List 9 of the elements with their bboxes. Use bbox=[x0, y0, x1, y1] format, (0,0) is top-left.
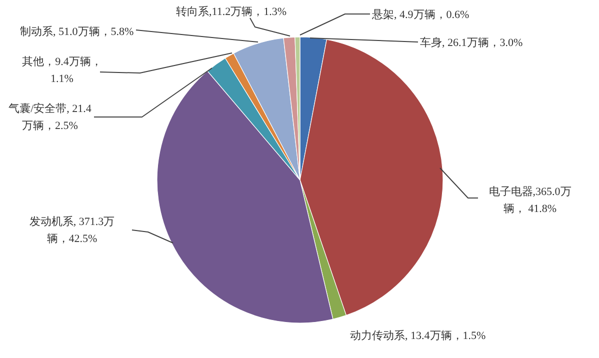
slice-label: 电子电器,365.0万辆， 41.8% bbox=[488, 185, 572, 215]
slice-label: 气囊/安全带, 21.4万辆，2.5% bbox=[8, 102, 92, 132]
slice-label: 悬架, 4.9万辆，0.6% bbox=[371, 8, 470, 21]
slice-label: 动力传动系, 13.4万辆，1.5% bbox=[350, 329, 486, 342]
slice-label: 发动机系, 371.3万辆，42.5% bbox=[29, 215, 115, 245]
slice-label: 车身, 26.1万辆，3.0% bbox=[420, 36, 523, 49]
slice-label: 制动系, 51.0万辆，5.8% bbox=[20, 25, 134, 38]
slice-label: 转向系,11.2万辆，1.3% bbox=[176, 5, 287, 18]
slice-label: 其他，9.4万辆，1.1% bbox=[22, 55, 102, 85]
